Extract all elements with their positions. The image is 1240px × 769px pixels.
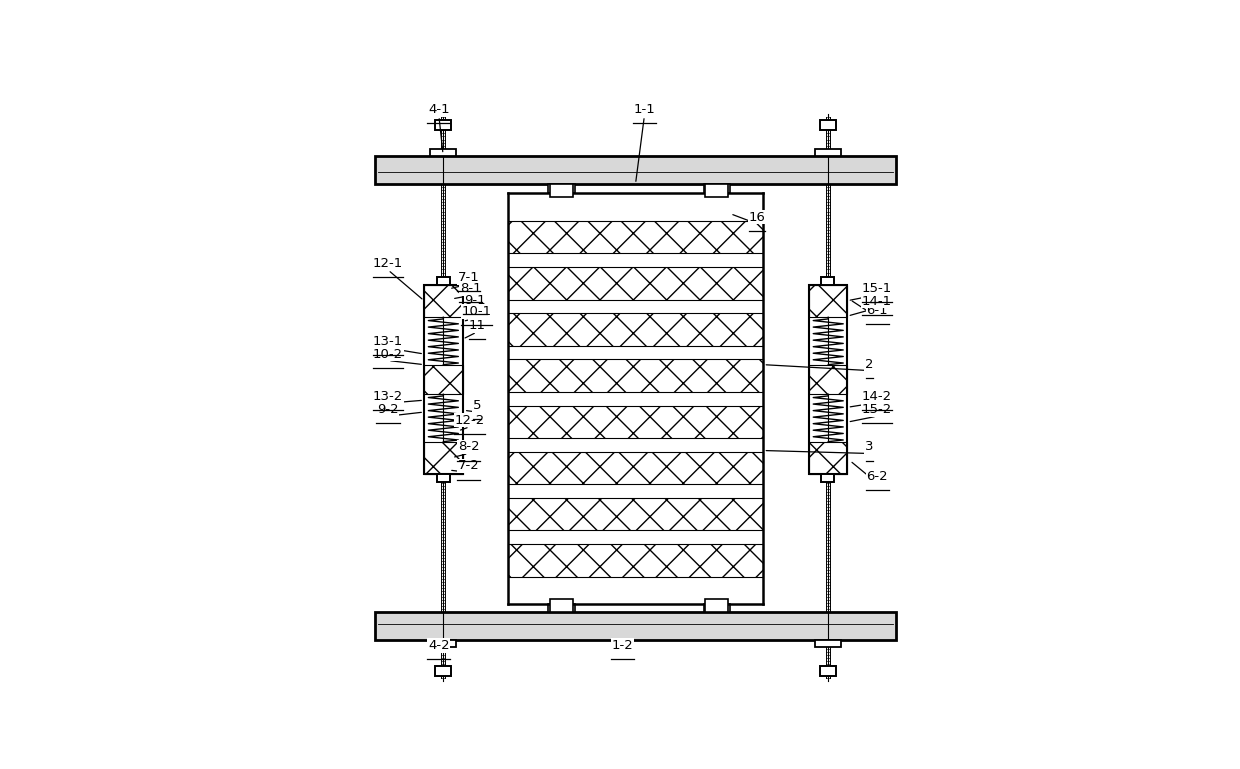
Bar bbox=[430, 148, 456, 155]
Text: 2: 2 bbox=[866, 358, 874, 371]
Text: 6-2: 6-2 bbox=[867, 470, 888, 483]
Bar bbox=[703, 184, 729, 193]
Bar bbox=[436, 277, 450, 285]
Bar bbox=[808, 441, 847, 474]
Bar bbox=[374, 611, 897, 640]
Text: 1-1: 1-1 bbox=[634, 103, 655, 116]
Text: 1-2: 1-2 bbox=[611, 639, 634, 652]
Text: 8-1: 8-1 bbox=[460, 282, 481, 295]
Bar bbox=[808, 365, 847, 394]
Text: 13-2: 13-2 bbox=[373, 390, 403, 403]
Text: 15-2: 15-2 bbox=[862, 403, 893, 416]
Text: 10-1: 10-1 bbox=[461, 305, 492, 318]
Bar bbox=[706, 598, 728, 611]
Text: 14-1: 14-1 bbox=[862, 295, 892, 308]
Bar bbox=[703, 604, 729, 611]
Text: 12-1: 12-1 bbox=[373, 257, 403, 270]
Bar bbox=[551, 184, 573, 197]
Bar bbox=[424, 365, 463, 394]
Bar bbox=[424, 285, 463, 318]
Text: 10-2: 10-2 bbox=[373, 348, 403, 361]
Bar bbox=[374, 155, 897, 184]
Text: 5: 5 bbox=[472, 399, 481, 412]
Text: 6-1: 6-1 bbox=[867, 305, 888, 318]
Bar bbox=[508, 267, 763, 300]
Bar bbox=[508, 221, 763, 253]
Text: 14-2: 14-2 bbox=[862, 390, 892, 402]
Bar bbox=[508, 359, 763, 392]
Bar bbox=[808, 285, 847, 318]
Bar bbox=[435, 120, 451, 130]
Bar bbox=[815, 640, 841, 647]
Text: 16: 16 bbox=[749, 211, 765, 224]
Bar bbox=[430, 640, 456, 647]
Text: 3: 3 bbox=[866, 441, 874, 454]
Bar bbox=[706, 184, 728, 197]
Bar bbox=[820, 666, 836, 675]
Bar bbox=[821, 277, 835, 285]
Bar bbox=[548, 184, 574, 193]
Bar bbox=[820, 120, 836, 130]
Text: 9-1: 9-1 bbox=[464, 294, 486, 307]
Text: 13-1: 13-1 bbox=[373, 335, 403, 348]
Bar bbox=[424, 441, 463, 474]
Bar bbox=[508, 451, 763, 484]
Bar bbox=[508, 544, 763, 577]
Bar bbox=[548, 604, 574, 611]
Text: 7-2: 7-2 bbox=[458, 459, 480, 472]
Text: 4-2: 4-2 bbox=[428, 639, 450, 652]
Text: 11: 11 bbox=[469, 319, 485, 332]
Bar bbox=[551, 598, 573, 611]
Bar bbox=[815, 148, 841, 155]
Bar bbox=[436, 474, 450, 482]
Text: 8-2: 8-2 bbox=[458, 441, 480, 454]
Text: 4-1: 4-1 bbox=[428, 103, 450, 116]
Text: 15-1: 15-1 bbox=[862, 281, 893, 295]
Bar bbox=[435, 666, 451, 675]
Bar bbox=[424, 285, 463, 474]
Bar bbox=[508, 313, 763, 346]
Bar bbox=[821, 474, 835, 482]
Bar bbox=[808, 285, 847, 474]
Text: 9-2: 9-2 bbox=[377, 403, 399, 416]
Text: 12-2: 12-2 bbox=[455, 414, 485, 427]
Bar bbox=[508, 498, 763, 531]
Bar bbox=[508, 405, 763, 438]
Text: 7-1: 7-1 bbox=[458, 271, 480, 284]
